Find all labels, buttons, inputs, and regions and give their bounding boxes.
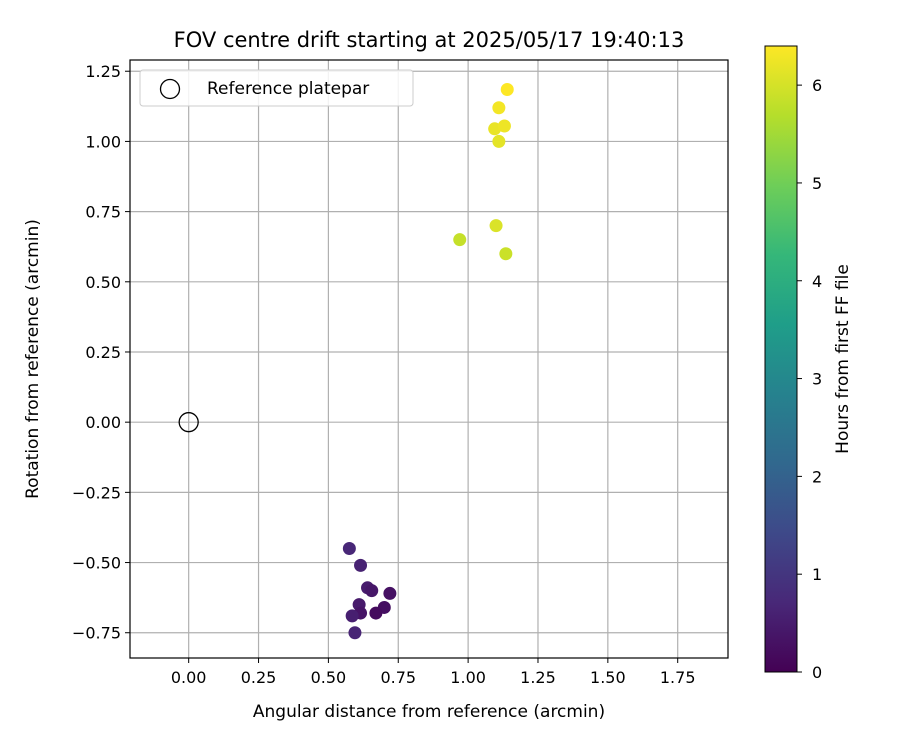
y-tick-label: 1.25 xyxy=(85,62,121,81)
colorbar-tick-label: 2 xyxy=(812,467,822,486)
x-tick-label: 1.75 xyxy=(660,668,696,687)
x-axis-label: Angular distance from reference (arcmin) xyxy=(253,702,605,722)
colorbar-tick-label: 0 xyxy=(812,663,822,682)
data-point xyxy=(342,542,356,556)
colorbar-tick-label: 4 xyxy=(812,272,822,291)
data-point xyxy=(365,584,379,598)
y-tick-label: 0.75 xyxy=(85,203,121,222)
chart-title: FOV centre drift starting at 2025/05/17 … xyxy=(174,28,685,52)
data-point xyxy=(345,609,359,623)
data-point xyxy=(492,134,506,148)
legend-entry-label: Reference platepar xyxy=(207,79,369,99)
y-tick-label: 1.00 xyxy=(85,132,121,151)
data-point xyxy=(354,558,368,572)
x-tick-label: 1.00 xyxy=(450,668,486,687)
y-tick-label: 0.25 xyxy=(85,343,121,362)
data-points xyxy=(178,82,514,640)
y-tick-label: 0.00 xyxy=(85,413,121,432)
y-tick-label: −0.50 xyxy=(72,554,121,573)
colorbar-tick-label: 1 xyxy=(812,565,822,584)
data-point xyxy=(369,606,383,620)
x-tick-label: 0.50 xyxy=(311,668,347,687)
data-point xyxy=(497,119,511,133)
data-point xyxy=(500,82,514,96)
plot-area-frame xyxy=(129,59,729,659)
colorbar: 0 1 2 3 4 5 6 Hours from first FF file xyxy=(764,45,853,682)
x-tick-label: 1.50 xyxy=(590,668,626,687)
colorbar-tick-label: 3 xyxy=(812,370,822,389)
colorbar-label: Hours from first FF file xyxy=(833,264,853,454)
reference-point-marker xyxy=(178,412,199,433)
grid xyxy=(130,60,728,658)
data-point xyxy=(453,233,467,247)
x-tick-label: 0.25 xyxy=(241,668,277,687)
data-point xyxy=(488,122,502,136)
colorbar-gradient xyxy=(764,45,798,673)
data-point xyxy=(383,586,397,600)
y-tick-label: −0.75 xyxy=(72,624,121,643)
y-tick-label: −0.25 xyxy=(72,483,121,502)
legend-marker-circle-icon xyxy=(159,78,181,100)
data-point xyxy=(489,219,503,233)
x-tick-label: 0.00 xyxy=(171,668,207,687)
x-axis-ticks: 0.00 0.25 0.50 0.75 1.00 1.25 1.50 1.75 xyxy=(171,658,696,687)
y-axis-label: Rotation from reference (arcmin) xyxy=(23,219,43,499)
legend-box xyxy=(139,69,414,107)
colorbar-tick-label: 5 xyxy=(812,174,822,193)
y-axis-ticks: −0.75 −0.50 −0.25 0.00 0.25 0.50 0.75 1.00 1.25 xyxy=(72,62,130,643)
colorbar-tick-label: 6 xyxy=(812,76,822,95)
data-point xyxy=(492,101,506,115)
x-tick-label: 1.25 xyxy=(520,668,556,687)
data-point xyxy=(348,626,362,640)
colorbar-ticks: 0 1 2 3 4 5 6 xyxy=(797,76,822,682)
legend: Reference platepar xyxy=(139,69,414,107)
data-point xyxy=(499,247,513,261)
x-tick-label: 0.75 xyxy=(380,668,416,687)
y-tick-label: 0.50 xyxy=(85,273,121,292)
